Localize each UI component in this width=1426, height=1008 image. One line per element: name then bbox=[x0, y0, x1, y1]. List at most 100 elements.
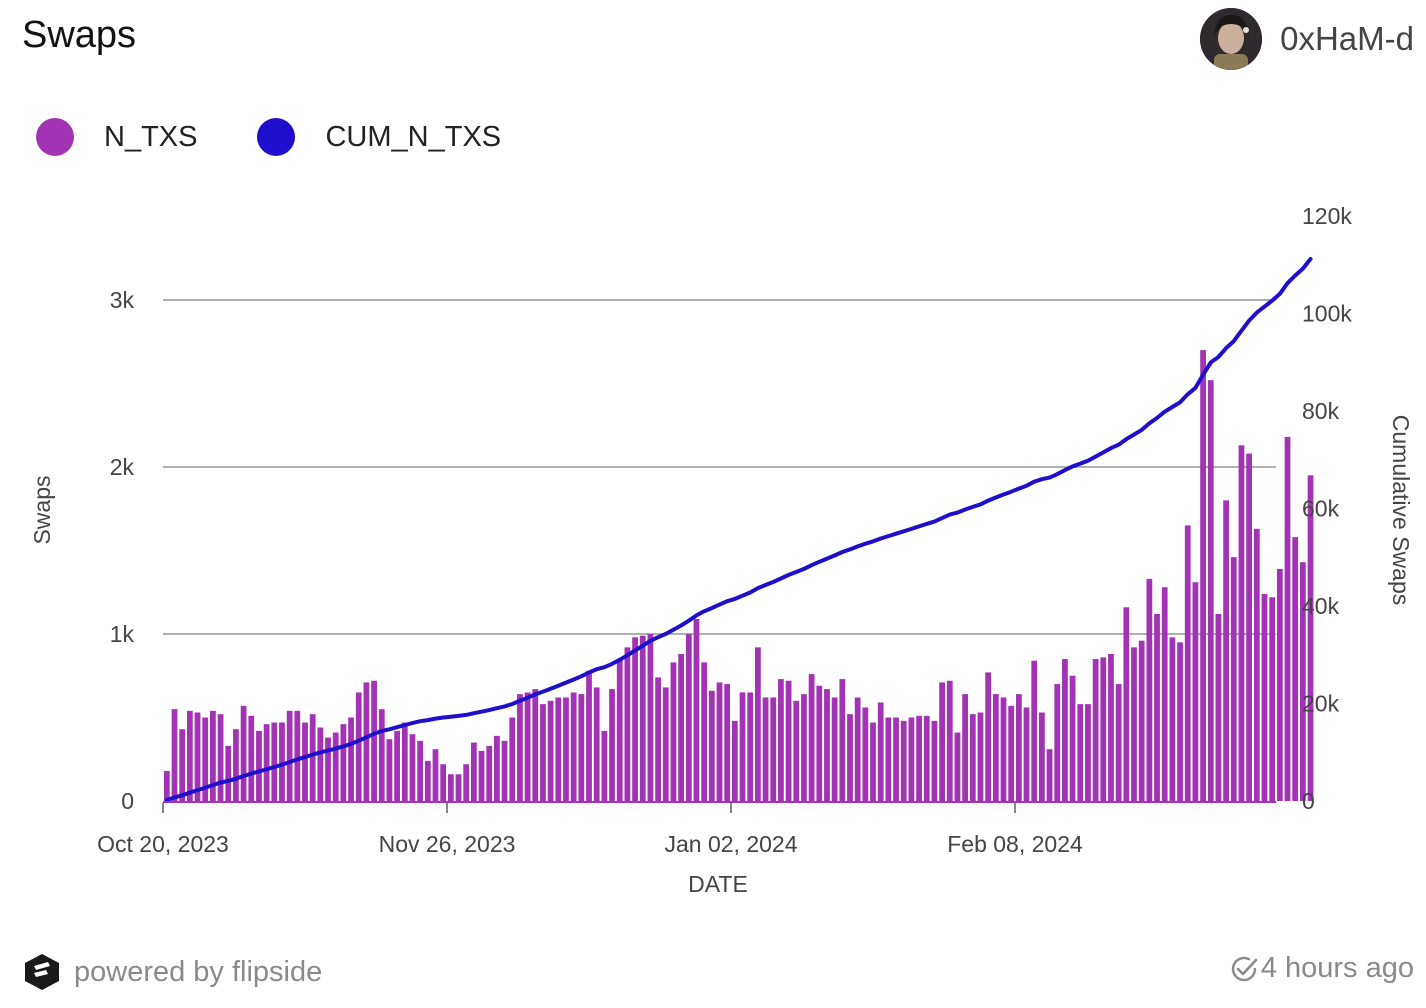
n-txs-bar bbox=[447, 774, 454, 801]
n-txs-bar bbox=[217, 714, 224, 801]
n-txs-bar bbox=[401, 722, 408, 801]
n-txs-bar bbox=[1284, 436, 1291, 801]
n-txs-bar bbox=[609, 689, 615, 801]
n-txs-bar bbox=[563, 697, 569, 801]
avatar[interactable] bbox=[1200, 8, 1263, 70]
n-txs-bar bbox=[755, 647, 761, 801]
n-txs-bar bbox=[1230, 557, 1237, 801]
n-txs-bar bbox=[639, 635, 646, 801]
cum-n-txs-line bbox=[164, 257, 1313, 803]
n-txs-bar bbox=[256, 730, 262, 801]
n-txs-bar bbox=[409, 734, 416, 801]
last-updated-text: 4 hours ago bbox=[1260, 952, 1414, 984]
legend-item-n-txs[interactable]: N_TXS bbox=[36, 118, 197, 156]
n-txs-bar bbox=[279, 722, 285, 801]
n-txs-bar bbox=[1207, 380, 1214, 801]
last-updated: 4 hours ago bbox=[1229, 952, 1414, 985]
n-txs-bar bbox=[1108, 654, 1114, 801]
n-txs-bar bbox=[1085, 704, 1091, 801]
n-txs-bar bbox=[801, 694, 807, 801]
y2-tick-label: 120k bbox=[1302, 203, 1352, 229]
n-txs-bar bbox=[747, 692, 754, 801]
n-txs-bar bbox=[202, 717, 209, 801]
n-txs-bar bbox=[555, 697, 562, 801]
y-tick-label: 1k bbox=[110, 621, 135, 647]
n-txs-bar bbox=[494, 735, 500, 801]
n-txs-bar bbox=[808, 674, 815, 801]
n-txs-bar bbox=[1069, 675, 1076, 801]
x-tick-label: Oct 20, 2023 bbox=[97, 831, 229, 857]
n-txs-bar bbox=[1161, 587, 1168, 801]
n-txs-bar bbox=[1169, 637, 1176, 801]
flipside-logo-icon bbox=[25, 954, 59, 990]
n-txs-bar bbox=[1261, 593, 1268, 801]
n-txs-bar bbox=[486, 745, 493, 801]
n-txs-bar bbox=[501, 740, 508, 801]
n-txs-bar bbox=[233, 729, 239, 801]
n-txs-bar bbox=[1238, 445, 1245, 801]
legend-marker-n-txs bbox=[36, 118, 74, 156]
n-txs-bar bbox=[931, 720, 938, 801]
powered-by-text: powered by flipside bbox=[74, 955, 323, 988]
n-txs-bar bbox=[624, 647, 631, 801]
n-txs-bar bbox=[363, 682, 370, 801]
n-txs-bar bbox=[478, 750, 485, 801]
n-txs-bar bbox=[1077, 704, 1084, 801]
legend-item-cum-n-txs[interactable]: CUM_N_TXS bbox=[257, 118, 501, 156]
n-txs-bar bbox=[432, 749, 439, 801]
n-txs-bar bbox=[770, 697, 777, 801]
n-txs-bar bbox=[524, 692, 531, 801]
n-txs-bar bbox=[1015, 694, 1022, 801]
n-txs-bar bbox=[616, 659, 623, 801]
n-txs-bar bbox=[463, 764, 470, 801]
n-txs-bar bbox=[348, 717, 354, 801]
n-txs-bar bbox=[877, 702, 884, 801]
n-txs-bar bbox=[1200, 350, 1206, 801]
username[interactable]: 0xHaM-d bbox=[1280, 20, 1414, 57]
n-txs-bar bbox=[332, 732, 339, 801]
avatar-image bbox=[1200, 8, 1263, 70]
n-txs-bar bbox=[240, 705, 247, 801]
n-txs-bar bbox=[1223, 500, 1229, 801]
n-txs-bar bbox=[417, 740, 424, 801]
n-txs-bar bbox=[194, 712, 201, 801]
y-tick-label: 3k bbox=[110, 287, 135, 313]
n-txs-bar bbox=[325, 737, 331, 801]
n-txs-bar bbox=[1292, 537, 1299, 801]
n-txs-bar bbox=[908, 717, 915, 801]
chart-gridlines bbox=[163, 299, 1276, 635]
n-txs-bar bbox=[1115, 684, 1122, 801]
n-txs-bar bbox=[263, 724, 270, 801]
n-txs-bar bbox=[824, 689, 830, 801]
n-txs-bar bbox=[394, 730, 400, 801]
n-txs-bar bbox=[793, 700, 800, 801]
powered-by-link[interactable]: powered by flipside bbox=[22, 952, 322, 992]
page-title: Swaps bbox=[22, 14, 137, 56]
n-txs-bar bbox=[171, 709, 178, 801]
check-clock-icon bbox=[1231, 956, 1258, 981]
n-txs-bar bbox=[923, 715, 930, 801]
n-txs-bar bbox=[739, 692, 746, 801]
n-txs-bar bbox=[854, 697, 861, 801]
n-txs-bar bbox=[900, 720, 907, 801]
n-txs-bar bbox=[532, 689, 539, 801]
n-txs-bar bbox=[1046, 749, 1053, 801]
n-txs-bar bbox=[847, 714, 853, 801]
n-txs-bar bbox=[724, 684, 731, 801]
y2-tick-label: 40k bbox=[1302, 593, 1340, 619]
y2-tick-label: 20k bbox=[1302, 691, 1340, 717]
n-txs-bar bbox=[632, 637, 638, 801]
n-txs-bar bbox=[1299, 562, 1306, 801]
n-txs-bar bbox=[271, 722, 278, 801]
user-profile[interactable]: 0xHaM-d bbox=[1200, 8, 1414, 70]
n-txs-bar bbox=[962, 694, 969, 801]
swaps-chart[interactable]: 0 1k 2k 3k 0 20k 40k 60k 80k 100k 120k Oct 20, 2023… bbox=[0, 190, 1426, 910]
n-txs-bar bbox=[1269, 597, 1276, 801]
n-txs-bar bbox=[916, 715, 922, 801]
n-txs-bar bbox=[701, 662, 708, 801]
n-txs-bar bbox=[317, 727, 324, 801]
n-txs-bar bbox=[1184, 525, 1191, 801]
y2-axis-title: Cumulative Swaps bbox=[1388, 415, 1414, 605]
n-txs-bar bbox=[593, 687, 600, 801]
cum-n-txs-line-group bbox=[164, 257, 1313, 803]
